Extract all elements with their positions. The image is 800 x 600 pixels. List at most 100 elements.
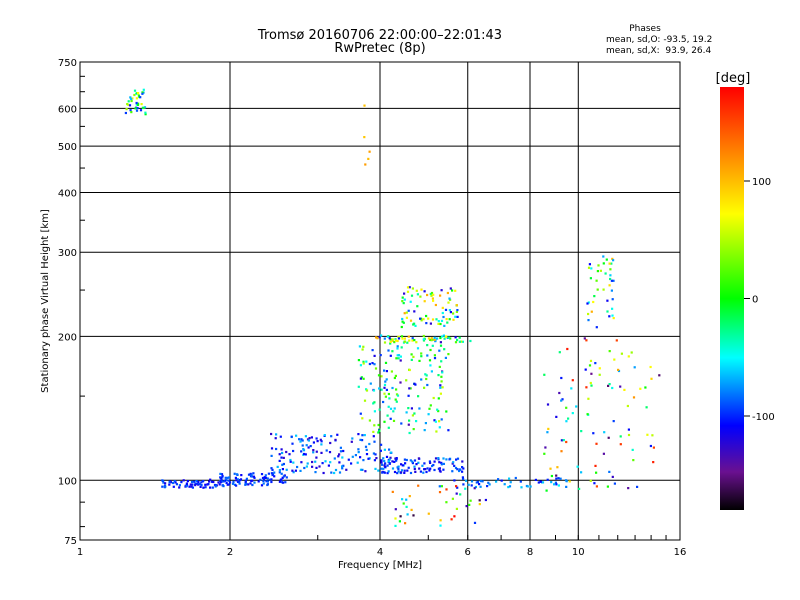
data-point	[234, 476, 237, 479]
data-point	[399, 355, 402, 358]
data-point	[374, 367, 378, 370]
data-point	[141, 106, 144, 109]
data-point	[227, 483, 230, 486]
data-point	[270, 447, 274, 450]
data-point	[141, 91, 144, 94]
data-point	[209, 486, 212, 489]
data-point	[427, 413, 430, 416]
data-point	[556, 466, 559, 469]
data-point	[365, 360, 368, 363]
data-point	[337, 455, 340, 458]
data-point	[453, 479, 456, 482]
data-point	[448, 318, 451, 321]
data-point	[626, 404, 629, 408]
data-point	[437, 467, 440, 470]
data-point	[439, 384, 442, 387]
data-point	[610, 289, 613, 292]
data-point	[168, 483, 171, 486]
data-point	[345, 468, 348, 471]
data-point	[461, 476, 464, 479]
data-point	[411, 339, 414, 342]
data-point	[386, 414, 389, 417]
data-point	[549, 467, 552, 470]
data-point	[401, 337, 404, 340]
data-point	[395, 458, 398, 461]
data-point	[534, 478, 537, 481]
data-point	[192, 480, 196, 483]
data-point	[291, 469, 294, 472]
data-point	[610, 279, 613, 282]
data-point	[508, 477, 511, 480]
data-point	[607, 384, 610, 387]
data-point	[378, 387, 381, 390]
data-point	[611, 386, 614, 390]
data-point	[407, 335, 410, 338]
data-point	[301, 444, 304, 447]
data-point	[394, 374, 397, 377]
data-point	[278, 469, 281, 472]
data-point	[413, 465, 416, 468]
data-point	[478, 483, 481, 486]
data-point	[278, 459, 281, 462]
data-point	[190, 485, 193, 488]
data-point	[394, 517, 397, 520]
data-point	[133, 89, 137, 92]
data-point	[550, 474, 553, 478]
data-point	[423, 290, 426, 293]
data-point	[434, 420, 437, 423]
data-point	[304, 435, 307, 438]
data-point	[429, 322, 432, 325]
data-point	[290, 435, 293, 438]
data-point	[426, 354, 429, 357]
data-point	[280, 472, 283, 475]
data-point	[429, 461, 432, 464]
data-point	[432, 299, 435, 302]
data-point	[592, 432, 595, 435]
y-axis-label: Stationary phase Virtual Height [km]	[40, 209, 51, 393]
data-point	[330, 435, 333, 438]
data-point	[350, 462, 353, 465]
data-point	[262, 478, 266, 481]
data-point	[427, 512, 430, 515]
data-point	[134, 107, 137, 110]
data-point	[199, 485, 202, 488]
data-point	[143, 106, 147, 109]
data-point	[405, 411, 408, 414]
data-point	[333, 471, 336, 475]
data-point	[390, 451, 393, 454]
data-point	[214, 485, 217, 488]
data-point	[351, 455, 354, 458]
x-ticks: 1 2 4 6 8 10 16	[77, 535, 686, 558]
data-point	[508, 485, 512, 488]
data-point	[209, 478, 212, 481]
data-point	[413, 382, 416, 385]
y-tick-label: 750	[58, 58, 77, 69]
data-point	[224, 476, 227, 479]
data-point	[403, 298, 406, 301]
data-point	[441, 311, 444, 315]
data-point	[361, 468, 364, 471]
data-point	[383, 420, 386, 423]
data-point	[608, 315, 611, 318]
data-point	[251, 483, 254, 487]
data-point	[438, 365, 441, 368]
y-tick-label: 400	[58, 188, 77, 199]
data-point	[588, 263, 591, 266]
data-point	[595, 326, 598, 329]
data-point	[447, 353, 450, 356]
colorbar-label: [deg]	[716, 71, 751, 86]
data-point	[200, 484, 203, 487]
data-point	[608, 262, 611, 265]
y-tick-label: 300	[58, 248, 77, 259]
data-point	[201, 480, 204, 483]
data-point	[307, 439, 310, 442]
data-point	[393, 407, 396, 410]
data-point	[383, 337, 386, 340]
data-point	[275, 433, 278, 436]
data-point	[141, 92, 144, 95]
data-point	[585, 339, 588, 342]
data-point	[405, 505, 408, 508]
data-point	[587, 266, 591, 269]
data-point	[310, 436, 313, 439]
data-point	[364, 163, 367, 166]
